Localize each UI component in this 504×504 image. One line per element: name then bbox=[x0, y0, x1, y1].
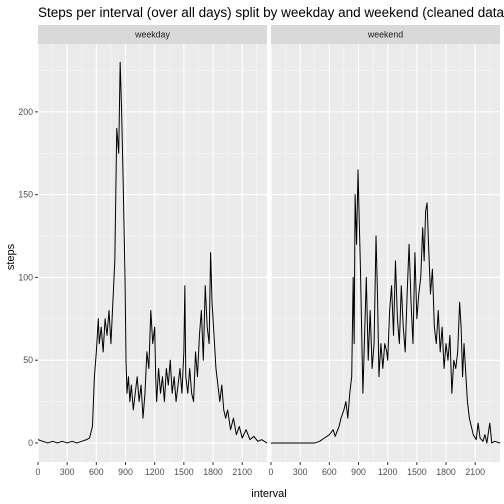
y-axis-title: steps bbox=[5, 243, 17, 270]
x-tick-label: 1500 bbox=[174, 467, 194, 477]
x-axis-title: interval bbox=[251, 488, 286, 500]
panel-background bbox=[271, 44, 500, 462]
x-tick-label: 0 bbox=[269, 467, 274, 477]
y-tick-label: 150 bbox=[18, 190, 33, 200]
facet-panel-weekend: weekend 0 300 600 900 1200 1500 1800 2100 bbox=[269, 25, 501, 477]
series-line-weekend bbox=[271, 169, 501, 444]
facet-panel-weekday: weekday 0 300 600 900 1200 1500 1800 2100 0 50 100 1… bbox=[18, 25, 268, 477]
y-tick-label: 0 bbox=[28, 438, 33, 448]
y-tick-label: 50 bbox=[23, 355, 33, 365]
x-tick-label: 0 bbox=[36, 467, 41, 477]
x-tick-label: 2100 bbox=[465, 467, 485, 477]
x-tick-label: 2100 bbox=[232, 467, 252, 477]
series-line-weekday bbox=[37, 61, 268, 444]
x-tick-label: 1200 bbox=[378, 467, 398, 477]
panel-background bbox=[38, 44, 267, 462]
y-tick-label: 200 bbox=[18, 107, 33, 117]
x-tick-label: 300 bbox=[293, 467, 308, 477]
x-tick-label: 900 bbox=[351, 467, 366, 477]
x-tick-label: 600 bbox=[89, 467, 104, 477]
x-tick-label: 600 bbox=[322, 467, 337, 477]
facet-strip-label: weekend bbox=[367, 30, 403, 40]
facet-strip bbox=[271, 25, 500, 44]
x-tick-label: 1500 bbox=[407, 467, 427, 477]
x-tick-label: 1800 bbox=[436, 467, 456, 477]
x-tick-label: 300 bbox=[60, 467, 75, 477]
facet-strip bbox=[38, 25, 267, 44]
y-tick-label: 100 bbox=[18, 272, 33, 282]
chart-title: Steps per interval (over all days) split… bbox=[38, 5, 504, 20]
x-tick-label: 1200 bbox=[145, 467, 165, 477]
facet-strip-label: weekday bbox=[134, 30, 170, 40]
x-tick-label: 1800 bbox=[203, 467, 223, 477]
x-tick-label: 900 bbox=[118, 467, 133, 477]
